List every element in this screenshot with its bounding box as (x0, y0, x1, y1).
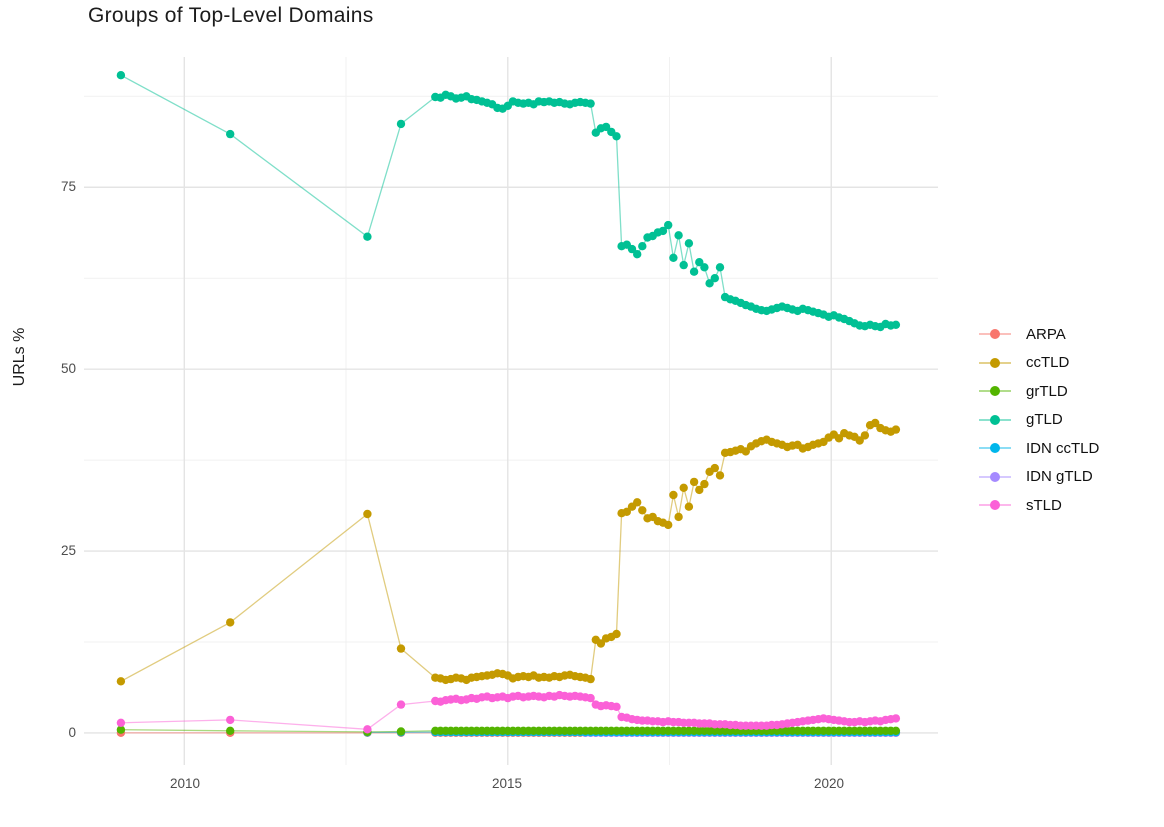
series-point-ccTLD (674, 512, 683, 522)
legend-label: grTLD (1026, 382, 1068, 400)
legend-item-grtld: grTLD (978, 377, 1099, 406)
series-point-grTLD (891, 726, 901, 735)
series-point-gTLD (396, 119, 406, 129)
series-point-gTLD (664, 220, 673, 230)
series-point-gTLD (669, 253, 678, 262)
series-point-gTLD (363, 232, 372, 241)
legend-item-cctld: ccTLD (978, 349, 1099, 378)
x-tick-2015: 2015 (491, 776, 523, 791)
series-point-sTLD (363, 725, 372, 734)
series-point-sTLD (226, 715, 235, 725)
series-point-ccTLD (612, 629, 621, 639)
legend-item-gtld: gTLD (978, 406, 1099, 435)
series-point-ccTLD (891, 425, 901, 434)
series-point-grTLD (396, 727, 406, 736)
legend-key-icon (979, 357, 1011, 368)
legend-label: ccTLD (1026, 354, 1070, 372)
series-point-ccTLD (396, 644, 406, 653)
series-point-gTLD (627, 244, 637, 254)
legend-label: IDN ccTLD (1026, 439, 1100, 457)
series-point-ccTLD (633, 498, 642, 507)
series-point-gTLD (684, 239, 694, 248)
y-tick-50: 50 (60, 361, 76, 376)
legend-key-icon (979, 329, 1011, 340)
series-point-ccTLD (622, 507, 631, 516)
series-point-sTLD (396, 700, 406, 709)
series-point-gTLD (695, 258, 704, 267)
series-point-sTLD (891, 714, 901, 723)
series-point-sTLD (612, 702, 621, 711)
legend: ARPA ccTLD grTLD gTLD IDN ccTLD IDN gTLD sTLD (978, 320, 1099, 520)
series-point-gTLD (891, 320, 901, 329)
legend-key-icon (979, 386, 1011, 397)
chart-title: Groups of Top-Level Domains (88, 4, 374, 27)
y-tick-75: 75 (60, 179, 76, 194)
series-point-ccTLD (871, 418, 880, 428)
legend-key-icon (979, 500, 1011, 511)
legend-key-icon (979, 443, 1011, 454)
series-point-gTLD (715, 263, 725, 272)
series-point-gTLD (612, 132, 621, 141)
legend-item-arpa: ARPA (978, 320, 1099, 349)
x-tick-2020: 2020 (813, 776, 845, 791)
series-point-ccTLD (586, 674, 595, 684)
series-point-gTLD (689, 267, 699, 276)
legend-item-idn-gtld: IDN gTLD (978, 463, 1099, 492)
series-point-ccTLD (226, 618, 235, 627)
series-point-ccTLD (695, 485, 704, 495)
series-point-gTLD (586, 99, 595, 108)
y-tick-0: 0 (68, 725, 76, 740)
series-point-gTLD (116, 71, 126, 80)
legend-item-idn-cctld: IDN ccTLD (978, 434, 1099, 463)
series-point-sTLD (116, 718, 126, 727)
series-point-ccTLD (363, 509, 372, 519)
series-point-ccTLD (741, 447, 750, 456)
series-point-gTLD (700, 263, 709, 272)
series-point-gTLD (705, 279, 714, 288)
series-point-gTLD (710, 274, 719, 283)
series-point-ccTLD (710, 463, 719, 473)
series-point-ccTLD (669, 490, 678, 500)
series-point-sTLD (586, 693, 595, 703)
series-point-gTLD (633, 250, 642, 259)
legend-label: ARPA (1026, 325, 1066, 343)
legend-item-stld: sTLD (978, 491, 1099, 520)
series-point-grTLD (226, 726, 235, 735)
legend-label: gTLD (1026, 411, 1063, 429)
legend-label: sTLD (1026, 496, 1062, 514)
series-point-ccTLD (834, 434, 844, 443)
y-tick-25: 25 (60, 543, 76, 558)
legend-key-icon (979, 414, 1011, 425)
series-point-ccTLD (855, 436, 864, 445)
legend-label: IDN gTLD (1026, 468, 1093, 486)
series-point-gTLD (658, 226, 668, 236)
y-axis-title: URLs % (11, 327, 28, 387)
series-point-gTLD (674, 231, 683, 240)
series-point-ccTLD (638, 506, 647, 515)
series-point-grTLD (116, 725, 126, 734)
series-point-ccTLD (596, 639, 606, 648)
series-point-ccTLD (664, 520, 673, 530)
legend-key-icon (979, 471, 1011, 482)
series-point-gTLD (638, 242, 647, 251)
series-point-ccTLD (684, 502, 694, 511)
series-point-ccTLD (116, 677, 126, 686)
series-point-gTLD (679, 260, 688, 270)
series-point-ccTLD (860, 431, 870, 440)
series-point-ccTLD (700, 479, 709, 489)
series-point-ccTLD (679, 483, 688, 492)
series-point-gTLD (226, 129, 235, 139)
series-point-gTLD (601, 122, 611, 132)
series-point-ccTLD (689, 477, 699, 487)
x-tick-2010: 2010 (169, 776, 201, 791)
series-point-ccTLD (715, 471, 725, 480)
